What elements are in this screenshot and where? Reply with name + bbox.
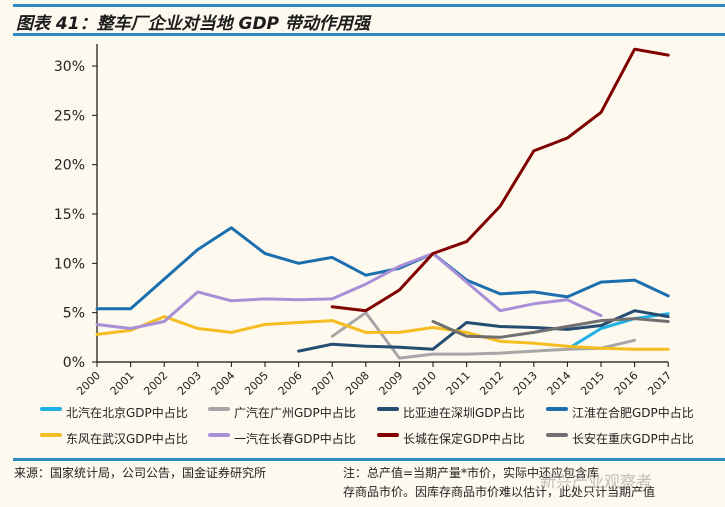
note-text: 注：总产值=当期产量*市价，实际中还应包含库 存商品市价。因库存商品市价难以估计… <box>343 464 723 502</box>
legend-label: 长城在保定GDP中占比 <box>403 431 525 446</box>
legend-label: 东风在武汉GDP中占比 <box>66 431 188 446</box>
legend-item: 东风在武汉GDP中占比 <box>40 429 188 447</box>
series-line-6 <box>330 47 670 313</box>
legend-label: 广汽在广州GDP中占比 <box>234 405 356 420</box>
note-line-2: 存商品市价。因库存商品市价难以估计，此处只计当期产值 <box>343 485 656 499</box>
x-tick-label: 2014 <box>545 369 574 398</box>
watermark: 新兴产业观察者 <box>540 472 653 491</box>
legend-swatch <box>377 407 399 411</box>
x-tick-label: 2001 <box>108 369 137 398</box>
x-tick-label: 2016 <box>612 369 641 398</box>
legend-item: 比亚迪在深圳GDP占比 <box>377 403 525 421</box>
legend-label: 江淮在合肥GDP中占比 <box>572 405 694 420</box>
x-tick-label: 2002 <box>141 369 170 398</box>
legend-swatch <box>208 407 230 411</box>
x-tick-label: 2003 <box>175 369 204 398</box>
series-line-7 <box>431 317 670 339</box>
legend-label: 一汽在长春GDP中占比 <box>234 431 356 446</box>
legend-label: 比亚迪在深圳GDP占比 <box>403 405 525 420</box>
series-line-2 <box>297 309 670 353</box>
x-tick-label: 2013 <box>511 369 540 398</box>
series-line-3 <box>95 226 670 311</box>
x-tick-label: 2011 <box>444 369 473 398</box>
title-top-rule <box>13 4 725 7</box>
x-tick-label: 2008 <box>343 369 372 398</box>
y-tick-label: 20% <box>54 158 85 174</box>
y-tick-label: 0% <box>63 355 85 371</box>
source-text: 来源：国家统计局，公司公告，国金证券研究所 <box>14 466 267 480</box>
legend-item: 一汽在长春GDP中占比 <box>208 429 356 447</box>
x-tick-label: 2000 <box>74 369 103 398</box>
series-line-5 <box>95 252 603 330</box>
note-line-1: 注：总产值=当期产量*市价，实际中还应包含库 <box>343 466 600 480</box>
x-tick-label: 2007 <box>309 369 338 398</box>
line-chart: 0%5%10%15%20%25%30%2000 2001 2002 2003 2004 2… <box>54 44 674 398</box>
y-tick-label: 30% <box>54 59 85 75</box>
title-bottom-rule <box>13 33 725 36</box>
legend-item: 北汽在北京GDP中占比 <box>40 403 188 421</box>
legend-label: 北汽在北京GDP中占比 <box>66 405 188 420</box>
chart-title: 图表 41：整车厂企业对当地 GDP 带动作用强 <box>16 14 370 34</box>
x-tick-label: 2015 <box>578 369 607 398</box>
legend-item: 江淮在合肥GDP中占比 <box>546 403 694 421</box>
footer-rule <box>13 458 725 461</box>
x-tick-label: 2004 <box>209 369 238 398</box>
series-line-0 <box>565 312 670 351</box>
legend-swatch <box>40 407 62 411</box>
legend-item: 长城在保定GDP中占比 <box>377 429 525 447</box>
legend-swatch <box>40 433 62 437</box>
legend-swatch <box>546 407 568 411</box>
legend-label: 长安在重庆GDP中占比 <box>572 431 694 446</box>
legend-swatch <box>208 433 230 437</box>
legend-item: 广汽在广州GDP中占比 <box>208 403 356 421</box>
legend-swatch <box>546 433 568 437</box>
x-tick-label: 2005 <box>242 369 271 398</box>
series-line-4 <box>95 315 670 351</box>
x-tick-label: 2009 <box>377 369 406 398</box>
y-tick-label: 15% <box>54 207 85 223</box>
x-tick-label: 2017 <box>645 369 674 398</box>
legend-swatch <box>377 433 399 437</box>
x-tick-label: 2010 <box>410 369 439 398</box>
x-tick-label: 2012 <box>477 369 506 398</box>
x-tick-label: 2006 <box>276 369 305 398</box>
y-tick-label: 10% <box>54 256 85 272</box>
series-lines <box>95 47 670 360</box>
y-tick-label: 25% <box>54 108 85 124</box>
legend-item: 长安在重庆GDP中占比 <box>546 429 694 447</box>
y-tick-label: 5% <box>63 306 85 322</box>
